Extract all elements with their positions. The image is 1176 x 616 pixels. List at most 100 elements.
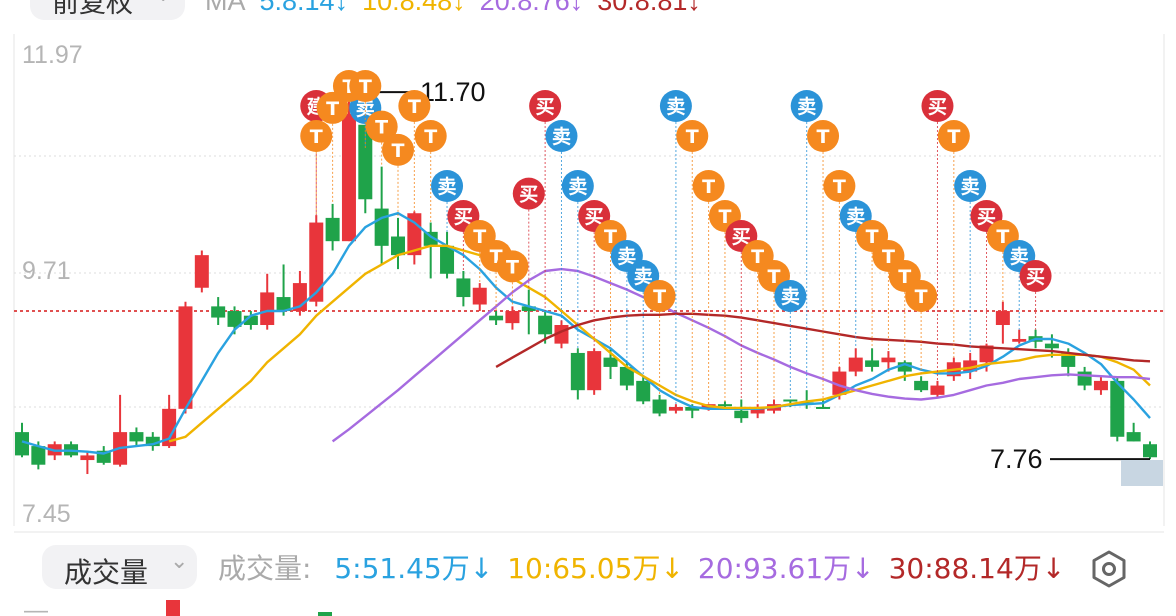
signal-badge <box>529 90 562 122</box>
candle-body <box>636 380 651 402</box>
candle-body <box>668 406 683 411</box>
candle-body <box>341 113 356 242</box>
signal-badge <box>431 170 464 202</box>
signal-badge-label: T <box>866 226 879 248</box>
signal-badge-label: 买 <box>536 96 555 118</box>
signal-badge-label: 卖 <box>781 286 800 308</box>
volume-bar <box>318 612 332 616</box>
candle-body <box>652 399 667 414</box>
candle-body <box>15 432 29 456</box>
signal-badge <box>692 170 725 202</box>
signal-badge-label: 买 <box>519 184 538 206</box>
candle-body <box>260 292 275 326</box>
signal-badge-label: T <box>392 140 405 162</box>
signal-badge-label: T <box>424 126 437 148</box>
volume-legend-item: 20:93.61万↓ <box>697 552 875 585</box>
volume-legend-values: 5:51.45万↓ 10:65.05万↓ 20:93.61万↓ 30:88.14万↓ <box>320 552 1065 585</box>
signal-badge-label: T <box>947 126 960 148</box>
candle-body <box>848 357 863 372</box>
candle-body <box>619 366 634 386</box>
signal-badge-label: 卖 <box>552 126 571 148</box>
adjust-selector[interactable]: 前复权 ⌄ <box>30 0 185 20</box>
candle-body <box>734 410 749 419</box>
candle-body <box>783 399 798 402</box>
candle-body <box>358 124 373 200</box>
candle-body <box>570 352 585 391</box>
signal-badge-label: 卖 <box>961 176 980 198</box>
candle-body <box>521 306 536 312</box>
signal-badge <box>561 170 594 202</box>
ma-legend-item: 10:8.48↓ <box>362 0 466 16</box>
candle-body <box>865 360 880 367</box>
candle-body <box>211 306 226 318</box>
current-price-marker <box>1121 460 1163 486</box>
signal-badge-label: 卖 <box>666 96 685 118</box>
signal-badge-label: 卖 <box>1010 246 1029 268</box>
signal-badge-label: 卖 <box>356 98 375 120</box>
volume-selector-label: 成交量 <box>64 556 149 589</box>
hexagon-settings-icon[interactable] <box>1089 549 1129 589</box>
signal-badge <box>512 177 545 210</box>
signal-badge-label: 卖 <box>617 246 636 268</box>
signal-badge-label: T <box>604 226 617 248</box>
candle-body <box>750 408 765 414</box>
candle-body <box>440 245 455 274</box>
signal-badge-label: 卖 <box>797 96 816 118</box>
ma-legend-item: 20:8.76↓ <box>479 0 584 16</box>
signal-badge <box>643 280 676 312</box>
signal-badge-label: T <box>686 126 699 148</box>
volume-selector[interactable]: 成交量 ⌄ <box>42 545 197 589</box>
price-header: 前复权 ⌄ MA 5:8.14↓ 10:8.48↓ 20:8.76↓ 30:8.81↓ <box>0 0 1176 26</box>
signal-badge <box>676 120 709 152</box>
signal-badge <box>659 90 692 122</box>
candle-body <box>276 297 291 312</box>
volume-legend-item: 5:51.45万↓ <box>334 552 494 585</box>
candle-body <box>489 315 504 321</box>
candle-body <box>914 380 929 391</box>
signal-badge-label: T <box>506 256 519 278</box>
candle-body <box>456 278 471 298</box>
y-axis-mid-label: 9.71 <box>22 257 71 285</box>
volume-legend-item: 10:65.05万↓ <box>507 552 684 585</box>
y-axis-max-label: 11.97 <box>22 41 83 69</box>
candle-body <box>979 345 994 363</box>
high-price-callout: 11.70 <box>420 77 486 107</box>
signal-badge-label: 买 <box>928 96 947 118</box>
y-axis-min-label: 7.45 <box>22 500 71 528</box>
signal-badge-label: 卖 <box>438 176 457 198</box>
candle-body <box>1143 444 1157 458</box>
signal-badge-label: T <box>359 76 372 98</box>
candle-body <box>816 406 831 409</box>
candle-body <box>325 217 340 242</box>
volume-legend-title: 成交量: <box>218 552 312 585</box>
candle-body <box>407 213 422 256</box>
signal-badge-label: T <box>408 96 421 118</box>
signal-badge-label: T <box>817 126 830 148</box>
signal-badge <box>414 120 447 152</box>
signal-badge <box>823 170 856 202</box>
signal-badge <box>905 280 938 312</box>
candle-body <box>1061 352 1076 367</box>
signal-badge-label: T <box>718 206 731 228</box>
signal-badge-label: 买 <box>1026 266 1045 288</box>
signal-badge <box>496 250 529 283</box>
signal-badge-label: T <box>375 117 388 139</box>
signal-badge-label: 卖 <box>634 266 653 288</box>
signal-badge-label: T <box>653 286 666 308</box>
signal-badge-label: 卖 <box>846 206 865 228</box>
signal-badge-label: T <box>996 226 1009 248</box>
candle-body <box>930 385 945 395</box>
ma-legend: MA 5:8.14↓ 10:8.48↓ 20:8.76↓ 30:8.81↓ <box>205 0 715 17</box>
signal-badge <box>790 90 823 122</box>
signal-badge-label: T <box>702 176 715 198</box>
ma30-line <box>495 312 1151 368</box>
candle-body <box>995 311 1010 326</box>
signal-badge <box>1019 260 1052 292</box>
volume-bar <box>166 600 180 616</box>
signal-badge <box>365 110 398 143</box>
signal-badge-label: T <box>751 246 764 268</box>
signal-badge-label: 买 <box>732 226 751 248</box>
candle-body <box>162 408 177 447</box>
candle-body <box>1093 380 1108 391</box>
candle-body <box>897 362 912 372</box>
